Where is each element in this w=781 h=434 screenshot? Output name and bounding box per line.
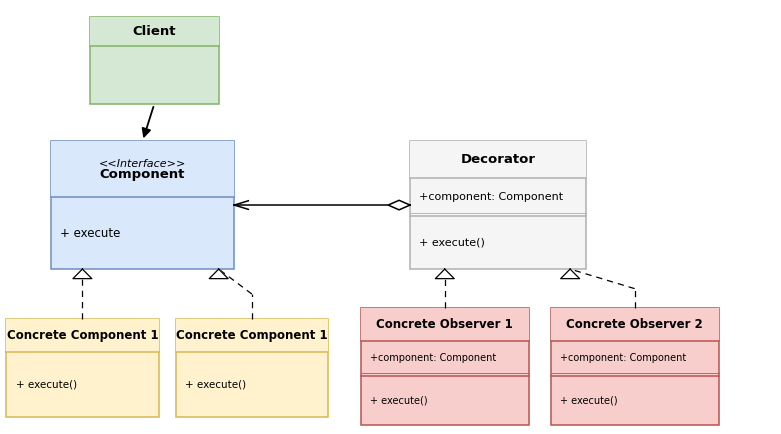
- Text: Concrete Observer 1: Concrete Observer 1: [376, 318, 513, 331]
- Text: Client: Client: [133, 25, 176, 38]
- Bar: [6, 319, 159, 417]
- Bar: [551, 308, 719, 425]
- Text: +component: Component: +component: Component: [560, 353, 686, 363]
- Polygon shape: [388, 201, 410, 210]
- Text: +component: Component: +component: Component: [419, 192, 564, 202]
- Text: Concrete Observer 2: Concrete Observer 2: [566, 318, 703, 331]
- Text: Concrete Component 1: Concrete Component 1: [176, 329, 328, 342]
- Bar: [176, 319, 328, 352]
- Text: + execute: + execute: [60, 227, 120, 240]
- Text: + execute(): + execute(): [560, 396, 618, 406]
- Text: +component: Component: +component: Component: [370, 353, 497, 363]
- Bar: [361, 308, 529, 341]
- Text: Component: Component: [100, 168, 185, 181]
- Text: + execute(): + execute(): [16, 379, 77, 389]
- Text: + execute(): + execute(): [185, 379, 246, 389]
- Bar: [90, 17, 219, 104]
- Bar: [176, 319, 328, 417]
- Polygon shape: [561, 269, 580, 279]
- Text: + execute(): + execute(): [370, 396, 428, 406]
- Bar: [410, 141, 586, 178]
- Polygon shape: [73, 269, 92, 279]
- Bar: [51, 141, 234, 197]
- Bar: [90, 17, 219, 46]
- Bar: [51, 141, 234, 269]
- Bar: [551, 308, 719, 341]
- Bar: [6, 319, 159, 352]
- Text: Decorator: Decorator: [460, 153, 536, 166]
- Polygon shape: [209, 269, 228, 279]
- Text: <<Interface>>: <<Interface>>: [99, 159, 186, 169]
- Bar: [361, 308, 529, 425]
- Polygon shape: [435, 269, 455, 279]
- Text: Concrete Component 1: Concrete Component 1: [6, 329, 159, 342]
- Text: + execute(): + execute(): [419, 238, 485, 248]
- Bar: [410, 141, 586, 269]
